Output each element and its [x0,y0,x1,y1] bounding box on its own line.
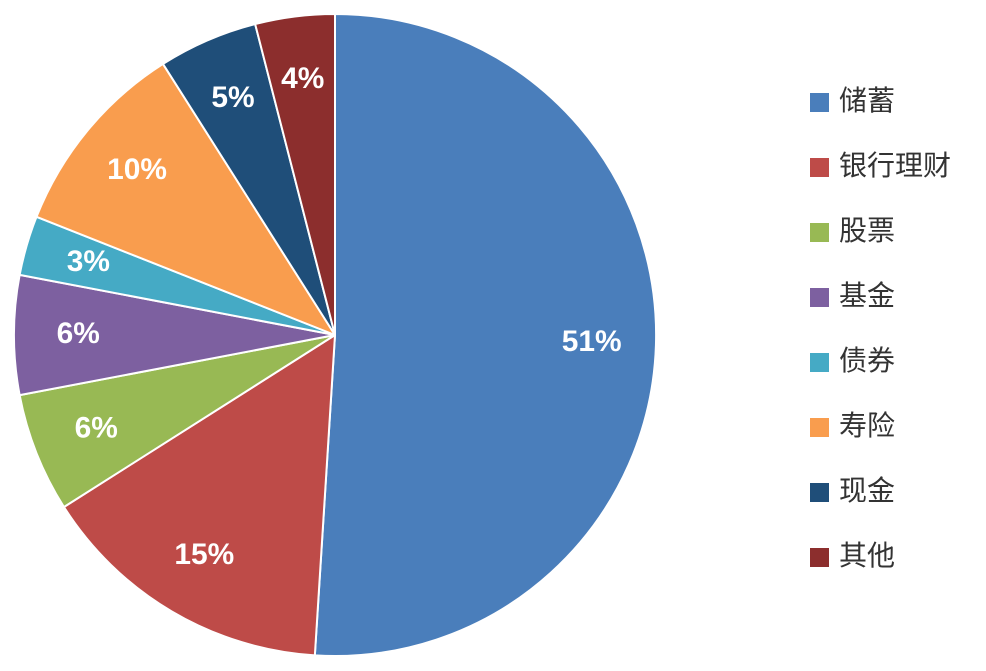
legend-item-5: 寿险 [810,413,951,441]
legend-label: 寿险 [839,411,896,442]
legend-label: 其他 [839,541,896,572]
pie-slice-7 [254,12,336,336]
legend-swatch-icon [810,547,829,567]
slice-data-label-5: 10% [107,153,167,186]
pie-slice-0 [313,12,658,657]
legend-label: 储蓄 [839,86,896,117]
legend-item-3: 基金 [810,283,951,311]
pie-slice-2 [18,334,336,509]
legend-swatch-icon [810,157,829,177]
slice-data-label-3: 6% [57,317,100,350]
legend-swatch-icon [810,352,829,372]
legend-item-1: 银行理财 [810,153,951,181]
slice-data-label-0: 51% [562,325,622,358]
legend-item-6: 现金 [810,478,951,506]
legend-item-4: 债券 [810,348,951,376]
legend-item-0: 储蓄 [810,88,951,116]
slice-data-label-4: 3% [67,245,110,278]
legend-swatch-icon [810,222,829,242]
legend-label: 债券 [839,346,896,377]
legend-swatch-icon [810,417,829,437]
slice-data-label-1: 15% [174,538,234,571]
legend-label: 基金 [839,281,896,312]
legend-label: 银行理财 [839,151,952,182]
pie-chart: 51% 15% 6% 6% 3% 10% 5% 4% [13,12,658,657]
legend-swatch-icon [810,92,829,112]
pie-slice-3 [13,273,336,397]
legend-swatch-icon [810,482,829,502]
pie-slice-1 [62,334,336,657]
pie-slice-5 [35,62,336,336]
legend-swatch-icon [810,287,829,307]
slice-data-label-7: 4% [281,62,324,95]
legend-item-7: 其他 [810,543,951,571]
chart-legend: 储蓄银行理财股票基金债券寿险现金其他 [810,88,951,571]
slice-data-label-2: 6% [75,411,118,444]
legend-label: 现金 [839,476,896,507]
legend-item-2: 股票 [810,218,951,246]
slice-data-label-6: 5% [211,81,254,114]
legend-label: 股票 [839,216,896,247]
